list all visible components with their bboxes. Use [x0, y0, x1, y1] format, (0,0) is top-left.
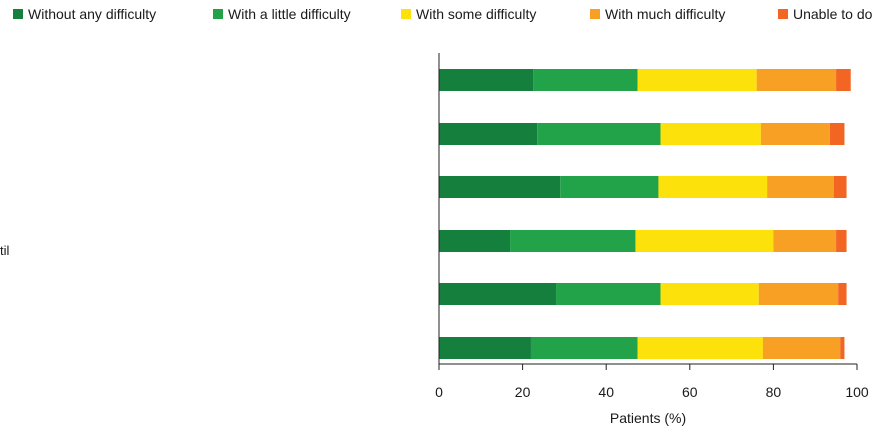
bar-segment-r5-s1 [439, 283, 557, 305]
bar-segment-r4-s5 [836, 230, 847, 252]
bar-segment-r6-s5 [840, 337, 845, 359]
bar-segment-r6-s2 [530, 337, 638, 359]
bar-segment-r3-s4 [767, 176, 835, 198]
bar-segment-r1-s2 [533, 69, 638, 91]
legend-swatch-4 [590, 9, 600, 19]
bar-segment-r4-s4 [773, 230, 837, 252]
bar-segment-r6-s4 [762, 337, 841, 359]
bar-row-5 [439, 283, 847, 305]
bar-segment-r1-s3 [637, 69, 757, 91]
legend-swatch-1 [13, 9, 23, 19]
bar-segment-r3-s5 [834, 176, 847, 198]
axes: 0 20 40 60 80 100 Patients (%) [435, 53, 869, 426]
bar-segment-r2-s1 [439, 123, 538, 145]
bar-row-2 [439, 123, 845, 145]
legend-label-4: With much difficulty [605, 6, 725, 22]
bar-segment-r6-s1 [439, 337, 531, 359]
bar-segment-r5-s2 [556, 283, 661, 305]
category-labels: til [0, 243, 10, 258]
legend-label-1: Without any difficulty [28, 6, 156, 22]
bar-segment-r3-s1 [439, 176, 561, 198]
bar-row-4 [439, 230, 847, 252]
legend-label-5: Unable to do [793, 6, 873, 22]
bars [439, 69, 851, 359]
bar-segment-r4-s1 [439, 230, 511, 252]
bar-segment-r5-s5 [838, 283, 847, 305]
bar-segment-r3-s3 [658, 176, 768, 198]
x-tick-label-60: 60 [682, 384, 698, 400]
bar-segment-r4-s3 [635, 230, 774, 252]
x-tick-label-80: 80 [766, 384, 782, 400]
bar-segment-r6-s3 [637, 337, 763, 359]
legend: Without any difficulty With a little diff… [13, 6, 873, 22]
legend-label-3: With some difficulty [416, 6, 536, 22]
legend-swatch-3 [401, 9, 411, 19]
bar-segment-r2-s3 [660, 123, 761, 145]
x-tick-label-20: 20 [515, 384, 531, 400]
category-label-fragment: til [0, 243, 10, 258]
bar-segment-r2-s4 [760, 123, 830, 145]
x-ticks: 0 20 40 60 80 100 [435, 364, 869, 400]
bar-segment-r1-s5 [836, 69, 851, 91]
bar-row-6 [439, 337, 845, 359]
x-tick-label-40: 40 [598, 384, 614, 400]
x-axis-title: Patients (%) [610, 410, 686, 426]
bar-segment-r2-s5 [829, 123, 845, 145]
bar-segment-r1-s4 [756, 69, 837, 91]
bar-segment-r2-s2 [537, 123, 661, 145]
bar-segment-r5-s3 [660, 283, 759, 305]
x-tick-label-100: 100 [845, 384, 869, 400]
legend-swatch-5 [778, 9, 788, 19]
bar-row-1 [439, 69, 851, 91]
bar-segment-r3-s2 [560, 176, 659, 198]
legend-swatch-2 [213, 9, 223, 19]
bar-row-3 [439, 176, 847, 198]
x-tick-label-0: 0 [435, 384, 443, 400]
bar-segment-r5-s4 [758, 283, 839, 305]
bar-segment-r4-s2 [510, 230, 636, 252]
legend-label-2: With a little difficulty [228, 6, 351, 22]
bar-segment-r1-s1 [439, 69, 534, 91]
